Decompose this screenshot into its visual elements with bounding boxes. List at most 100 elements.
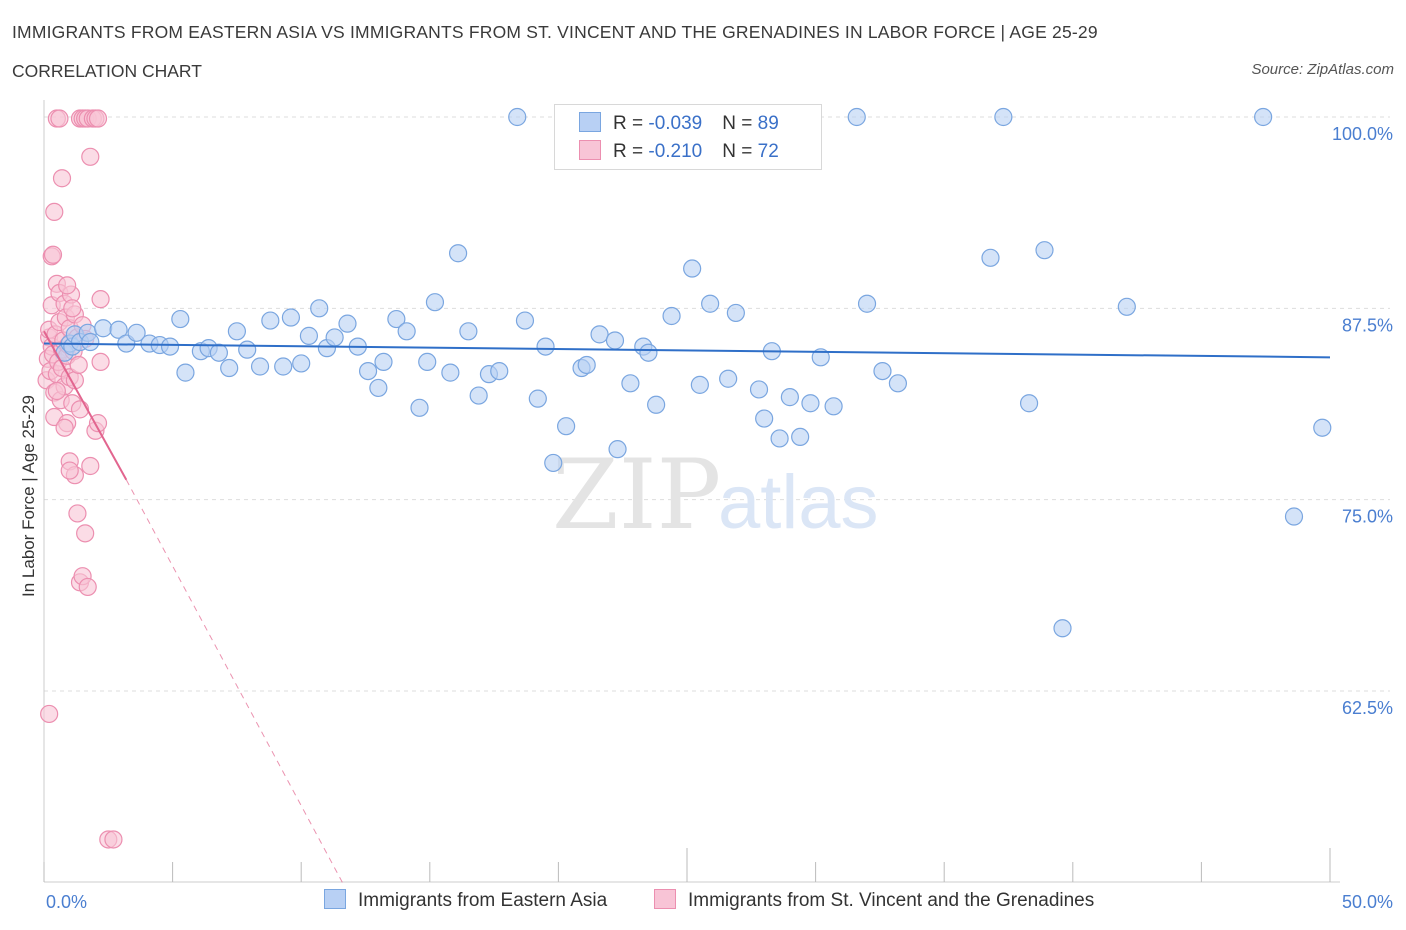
pink-point [68, 504, 87, 523]
pink-trend-extension [125, 479, 343, 883]
y-tick-label: 75.0% [1342, 507, 1393, 527]
blue-point [425, 293, 445, 312]
blue-point [780, 388, 799, 407]
legend-r-label: R = [613, 141, 649, 162]
axes [43, 100, 1340, 883]
pink-point [45, 202, 64, 222]
bottom-legend-pink: Immigrants from St. Vincent and the Gren… [654, 889, 1094, 912]
blue-point [770, 429, 789, 448]
blue-point [490, 361, 509, 381]
pink-point [52, 169, 72, 188]
source-credit: Source: ZipAtlas.com [1251, 61, 1394, 78]
blue-point [325, 328, 344, 347]
blue-point [621, 374, 640, 393]
chart-subtitle: CORRELATION CHART [12, 61, 202, 81]
pink-point [88, 109, 108, 128]
blue-point [171, 309, 190, 329]
pink-point [76, 524, 95, 543]
blue-point [515, 311, 535, 330]
blue-point [209, 343, 228, 362]
blue-point [160, 337, 180, 356]
pink-point [55, 418, 74, 437]
bottom-legend-swatch-pink [654, 889, 676, 909]
blue-point [994, 107, 1013, 127]
pink-point [58, 276, 77, 295]
pink-point [88, 414, 108, 433]
blue-point [1117, 297, 1136, 316]
pink-point [43, 245, 63, 264]
pink-point [40, 704, 59, 724]
blue-point [81, 332, 100, 352]
blue-point [847, 107, 866, 127]
legend-n-value: 89 [757, 113, 779, 134]
blue-point [274, 357, 293, 376]
blue-point [1053, 619, 1072, 638]
legend-r-label: R = [613, 113, 649, 134]
blue-point [1313, 418, 1332, 437]
blue-point [227, 322, 246, 341]
chart-title: IMMIGRANTS FROM EASTERN ASIA VS IMMIGRAN… [12, 22, 1098, 42]
blue-point [250, 357, 270, 376]
blue-trend-line [43, 342, 1331, 359]
pink-point [70, 400, 90, 419]
blue-point [387, 309, 406, 329]
blue-point [299, 326, 319, 345]
bottom-legend-label: Immigrants from St. Vincent and the Gren… [688, 890, 1095, 911]
blue-point [292, 354, 311, 373]
blue-point [888, 374, 908, 393]
pink-point [91, 352, 110, 372]
pink-point [104, 830, 123, 849]
blue-point [1019, 394, 1039, 413]
blue-point [577, 355, 596, 375]
blue-point [726, 303, 745, 323]
blue-point [749, 380, 769, 399]
blue-point [220, 358, 239, 378]
blue-point [369, 378, 388, 398]
legend-n-value: 72 [757, 141, 779, 162]
blue-point [109, 320, 128, 339]
x-tick-labels: 0.0% 50.0% [46, 892, 1393, 912]
blue-point [801, 394, 820, 413]
blue-point [1035, 241, 1054, 260]
blue-point [528, 389, 547, 408]
blue-point [639, 343, 658, 362]
pink-point [47, 381, 66, 401]
blue-point [127, 323, 146, 342]
blue-point [448, 244, 468, 263]
pink-point [81, 147, 100, 166]
y-tick-labels: 100.0% 87.5% 75.0% 62.5% [1332, 124, 1393, 718]
blue-point [1254, 107, 1273, 127]
legend-r-value: -0.210 [648, 141, 703, 162]
blue-point [605, 331, 625, 350]
blue-point [281, 308, 301, 327]
legend-r-value: -0.039 [648, 113, 703, 134]
blue-point [94, 319, 113, 338]
pink-point [60, 461, 79, 480]
blue-point [338, 314, 357, 333]
grid-lines [44, 116, 1390, 692]
blue-series-points [55, 107, 1332, 638]
blue-point [410, 398, 429, 417]
blue-point [176, 363, 195, 382]
blue-point [811, 348, 830, 367]
blue-point [608, 440, 627, 459]
pink-point [50, 109, 69, 128]
blue-point [557, 417, 576, 436]
blue-point [690, 375, 709, 394]
blue-point [358, 361, 378, 381]
y-tick-label: 100.0% [1332, 124, 1393, 144]
blue-point [755, 409, 774, 428]
bottom-legend-swatch-blue [324, 889, 346, 909]
watermark-atlas: atlas [718, 460, 879, 545]
blue-point [374, 352, 393, 372]
pink-point [81, 456, 100, 476]
blue-point [590, 325, 609, 344]
blue-point [261, 311, 280, 330]
watermark: ZIP atlas [552, 439, 879, 551]
legend-swatch-blue [579, 112, 601, 132]
blue-point [647, 395, 666, 414]
blue-point [544, 453, 563, 473]
watermark-zip: ZIP [552, 439, 721, 551]
y-axis-label: In Labor Force | Age 25-29 [19, 395, 38, 597]
pink-point [78, 577, 97, 597]
